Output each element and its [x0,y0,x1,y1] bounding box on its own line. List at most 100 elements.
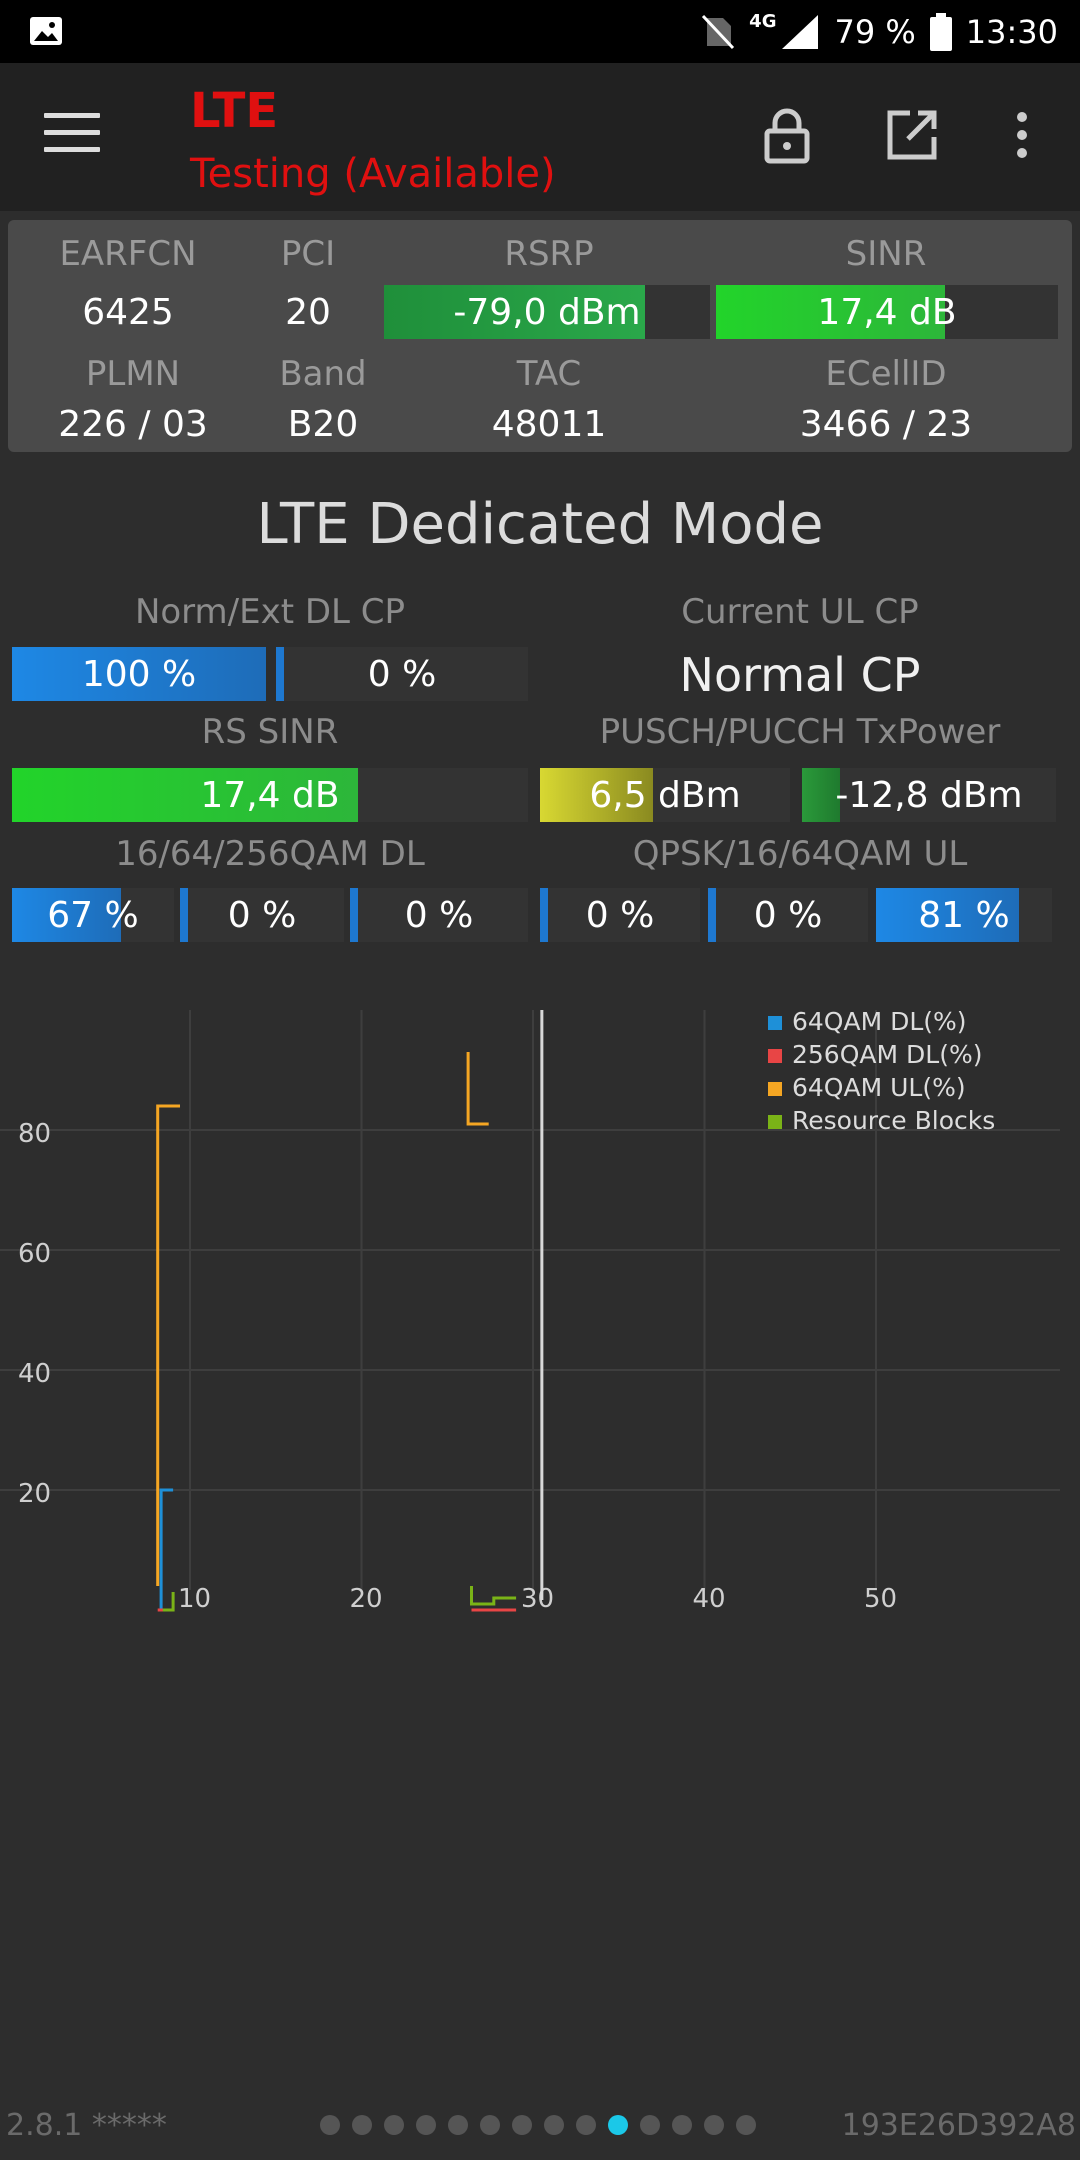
y-tick-label: 20 [18,1479,51,1509]
rsrp-label: RSRP [504,234,594,274]
sinr-bar-fill [716,285,946,339]
page-dot[interactable] [448,2115,468,2135]
cp-dl-label: Norm/Ext DL CP [134,592,406,632]
page-dot[interactable] [736,2115,756,2135]
page-dot[interactable] [384,2115,404,2135]
rsrp-bar-fill [384,285,645,339]
rsrp-bar: -79,0 dBm [384,285,710,339]
page-dot[interactable] [576,2115,596,2135]
qpsk-ul-bar: 0 % [540,888,700,942]
plmn-value: 226 / 03 [58,404,208,445]
overflow-menu-icon[interactable] [990,103,1054,167]
pci-label: PCI [280,234,336,274]
legend-swatch [768,1049,782,1063]
x-tick-label: 50 [864,1584,897,1614]
qpsk-ul-value: 0 % [585,894,655,936]
signal-icon [782,14,819,49]
page-dot[interactable] [608,2115,628,2135]
menu-icon[interactable] [44,113,100,157]
y-tick-label: 60 [18,1239,51,1269]
cp-dl-extended-bar: 0 % [276,647,528,701]
ecellid-label: ECellID [825,354,947,394]
qam64-dl-value: 0 % [227,894,297,936]
qam256-dl-value: 0 % [404,894,474,936]
pucch-fill [802,768,841,822]
legend-label: Resource Blocks [792,1106,995,1135]
x-tick-label: 40 [693,1584,726,1614]
band-value: B20 [287,404,359,445]
cp-ul-value: Normal CP [679,648,921,702]
pci-value: 20 [285,292,331,333]
page-dot[interactable] [544,2115,564,2135]
page-dot[interactable] [416,2115,436,2135]
qam16-dl-bar: 67 % [12,888,174,942]
pusch-fill [540,768,653,822]
clock: 13:30 [965,12,1058,51]
page-dot[interactable] [704,2115,724,2135]
page-dot[interactable] [512,2115,532,2135]
tac-label: TAC [516,354,582,394]
qam-dl-label: 16/64/256QAM DL [115,834,425,874]
legend-label: 256QAM DL(%) [792,1040,982,1069]
qam64-dl-fill [180,888,188,942]
image-notification-icon [28,13,64,57]
x-tick-label: 10 [178,1584,211,1614]
device-id: 193E26D392A8 [841,2108,1076,2143]
page-dot[interactable] [320,2115,340,2135]
series-line-0 [159,1488,174,1610]
page-dot[interactable] [480,2115,500,2135]
page-dot[interactable] [672,2115,692,2135]
sinr-value: 17,4 dB [817,291,957,333]
qam64-ul-bar: 81 % [876,888,1052,942]
qam-ul-label: QPSK/16/64QAM UL [632,834,968,874]
qam16-dl-fill [12,888,121,942]
modulation-history-chart: 20 40 60 80 10 20 30 40 50 64QAM DL(%) 256QAM DL(%… [0,1007,1060,1614]
no-sim-icon [702,14,735,49]
cp-dl-normal-fill [12,647,266,701]
cp-dl-extended-value: 0 % [367,653,437,695]
earfcn-label: EARFCN [59,234,197,274]
cell-info-panel: EARFCN 6425 PCI 20 RSRP -79,0 dBm SINR 1… [8,220,1072,452]
network-type: 4G [749,11,777,32]
qam64-dl-bar: 0 % [180,888,344,942]
app-subtitle: Testing (Available) [190,151,556,197]
cp-ul-label: Current UL CP [681,592,919,632]
legend-swatch [768,1115,782,1129]
qam16-ul-fill [708,888,716,942]
qam16-dl-value: 67 % [47,894,139,936]
pucch-value: -12,8 dBm [835,774,1023,816]
rs-sinr-bar: 17,4 dB [12,768,528,822]
page-dot[interactable] [640,2115,660,2135]
legend-label: 64QAM UL(%) [792,1073,966,1102]
page-dot[interactable] [352,2115,372,2135]
band-label: Band [279,354,367,394]
cp-dl-extended-fill [276,647,284,701]
qam16-ul-bar: 0 % [708,888,868,942]
legend-label: 64QAM DL(%) [792,1007,967,1036]
tac-value: 48011 [491,404,607,445]
qam16-ul-value: 0 % [753,894,823,936]
cp-dl-normal-value: 100 % [81,653,197,695]
page-indicator[interactable] [320,2115,756,2135]
section-title: LTE Dedicated Mode [256,492,824,557]
lock-icon[interactable] [755,103,819,167]
pusch-bar: 6,5 dBm [540,768,790,822]
sinr-bar: 17,4 dB [716,285,1058,339]
status-icons: 4G 79 % 13:30 [701,0,1058,63]
qpsk-ul-fill [540,888,548,942]
txpower-label: PUSCH/PUCCH TxPower [599,712,1001,752]
x-tick-label: 30 [521,1584,554,1614]
pusch-value: 6,5 dBm [589,774,741,816]
y-tick-label: 80 [18,1119,51,1149]
open-external-icon[interactable] [880,103,944,167]
cp-dl-normal-bar: 100 % [12,647,266,701]
pucch-bar: -12,8 dBm [802,768,1056,822]
status-bar: 4G 79 % 13:30 [0,0,1080,63]
app-title: LTE [190,83,279,139]
rs-sinr-label: RS SINR [201,712,339,752]
legend-swatch [768,1082,782,1096]
rsrp-value: -79,0 dBm [453,291,641,333]
x-tick-label: 20 [350,1584,383,1614]
sinr-label: SINR [845,234,927,274]
qam256-dl-bar: 0 % [350,888,528,942]
